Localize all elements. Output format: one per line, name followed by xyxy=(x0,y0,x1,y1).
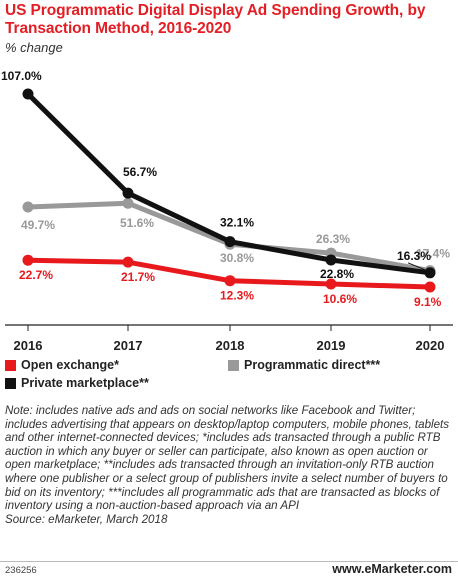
data-point-programmatic-direct xyxy=(22,201,34,213)
note-text: Note: includes native ads and ads on soc… xyxy=(5,404,450,513)
legend-programmatic-direct: Programmatic direct*** xyxy=(228,358,380,372)
legend-label-private-marketplace: Private marketplace** xyxy=(21,376,149,390)
legend-label-programmatic-direct: Programmatic direct*** xyxy=(244,358,381,372)
data-label-programmatic-direct: 49.7% xyxy=(21,218,55,232)
x-tick-label: 2020 xyxy=(416,338,445,353)
x-tick-label: 2019 xyxy=(317,338,346,353)
chart-note: Note: includes native ads and ads on soc… xyxy=(5,404,453,526)
legend-swatch-private-marketplace xyxy=(5,377,16,389)
legend-open-exchange: Open exchange* xyxy=(5,358,119,372)
data-point-private-marketplace xyxy=(22,88,34,100)
chart-title: US Programmatic Digital Display Ad Spend… xyxy=(5,2,426,37)
data-label-private-marketplace: 56.7% xyxy=(123,165,157,179)
legend-private-marketplace: Private marketplace** xyxy=(5,376,149,390)
data-point-open-exchange xyxy=(325,278,337,290)
data-label-private-marketplace: 32.1% xyxy=(220,216,254,230)
data-label-open-exchange: 12.3% xyxy=(220,289,254,303)
data-label-open-exchange: 9.1% xyxy=(414,295,442,309)
line-chart: 2016 2017 2018 2019 2020 22.7% 21.7% 12.3% 10.6%… xyxy=(1,69,453,353)
legend-swatch-programmatic-direct xyxy=(228,359,239,371)
data-point-open-exchange xyxy=(122,256,134,268)
data-point-private-marketplace xyxy=(224,236,236,248)
data-point-programmatic-direct xyxy=(122,197,134,209)
data-label-programmatic-direct: 17.4% xyxy=(416,247,450,261)
source-text: Source: eMarketer, March 2018 xyxy=(5,512,168,526)
data-label-programmatic-direct: 51.6% xyxy=(120,216,154,230)
data-point-open-exchange xyxy=(22,254,34,266)
brand-link[interactable]: www.eMarketer.com xyxy=(332,562,452,576)
data-label-programmatic-direct: 26.3% xyxy=(316,232,350,246)
data-point-open-exchange xyxy=(424,281,436,293)
data-point-open-exchange xyxy=(224,275,236,287)
chart-subtitle: % change xyxy=(5,40,63,55)
data-label-programmatic-direct: 30.8% xyxy=(220,251,254,265)
data-point-private-marketplace xyxy=(325,254,337,266)
legend-swatch-open-exchange xyxy=(5,359,16,371)
data-label-private-marketplace: 16.3% xyxy=(397,249,431,263)
data-label-private-marketplace: 107.0% xyxy=(1,69,42,83)
data-label-private-marketplace: 22.8% xyxy=(320,267,354,281)
x-tick-label: 2016 xyxy=(14,338,43,353)
x-tick-label: 2017 xyxy=(114,338,143,353)
legend-label-open-exchange: Open exchange* xyxy=(21,358,119,372)
label-leader-line xyxy=(407,262,426,271)
data-point-private-marketplace xyxy=(122,187,134,199)
x-tick-label: 2018 xyxy=(216,338,245,353)
data-label-open-exchange: 22.7% xyxy=(19,268,53,282)
footer-divider xyxy=(0,561,458,562)
data-point-private-marketplace xyxy=(424,267,436,279)
data-label-open-exchange: 10.6% xyxy=(323,292,357,306)
chart-id: 236256 xyxy=(5,565,37,576)
data-label-open-exchange: 21.7% xyxy=(121,270,155,284)
